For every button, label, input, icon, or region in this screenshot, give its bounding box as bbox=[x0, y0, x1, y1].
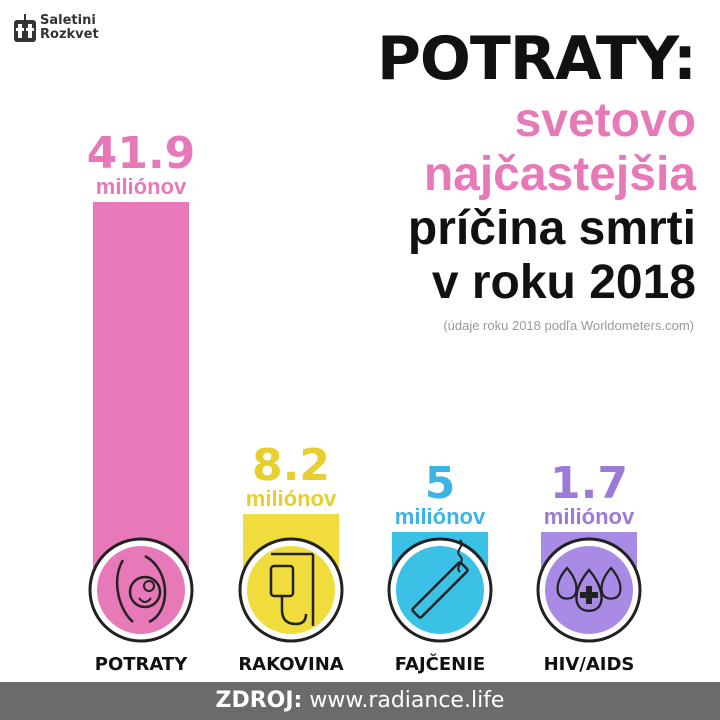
footer-url[interactable]: www.radiance.life bbox=[309, 688, 505, 713]
logo-icon bbox=[14, 14, 36, 42]
value-label-3: 5 bbox=[425, 458, 456, 509]
footer: ZDROJ: www.radiance.life bbox=[0, 682, 720, 720]
footer-label: ZDROJ: bbox=[215, 688, 303, 713]
cigarette-icon bbox=[411, 539, 469, 619]
logo-line2: Rozkvet bbox=[40, 27, 99, 42]
value-label-4: 1.7 bbox=[550, 458, 628, 509]
source-note: (údaje roku 2018 podľa Worldometers.com) bbox=[443, 318, 694, 333]
category-label-3: FAJČENIE bbox=[395, 653, 485, 675]
unit-label-4: miliónov bbox=[544, 504, 635, 529]
category-label-4: HIV/AIDS bbox=[544, 654, 635, 675]
category-label-1: POTRATY bbox=[95, 654, 188, 675]
value-label-1: 41.9 bbox=[87, 128, 196, 179]
unit-label-1: miliónov bbox=[96, 174, 187, 199]
blood-drops-icon bbox=[556, 566, 622, 613]
icon-disc-2 bbox=[245, 544, 337, 636]
title-line3: najčastejšia bbox=[423, 148, 696, 201]
category-label-2: RAKOVINA bbox=[238, 654, 343, 675]
title-line4: príčina smrti bbox=[407, 202, 696, 255]
icon-disc-1 bbox=[95, 544, 187, 636]
title-line5: v roku 2018 bbox=[431, 256, 696, 309]
icon-disc-3 bbox=[394, 544, 486, 636]
unit-label-2: miliónov bbox=[246, 486, 337, 511]
bar-1 bbox=[93, 202, 189, 590]
title-line1: POTRATY: bbox=[376, 24, 697, 94]
chart: miliónov41.9POTRATYmiliónov8.2RAKOVINAmi… bbox=[87, 128, 642, 675]
title-line2: svetovo bbox=[514, 94, 696, 147]
logo-line1: Saletini bbox=[40, 13, 96, 28]
value-label-2: 8.2 bbox=[252, 440, 330, 491]
pregnant-woman-icon bbox=[115, 554, 167, 624]
logo: Saletini Rozkvet bbox=[14, 14, 99, 42]
iv-drip-icon bbox=[269, 552, 315, 626]
unit-label-3: miliónov bbox=[395, 504, 486, 529]
page-title: POTRATY: svetovo najčastejšia príčina sm… bbox=[376, 24, 697, 310]
